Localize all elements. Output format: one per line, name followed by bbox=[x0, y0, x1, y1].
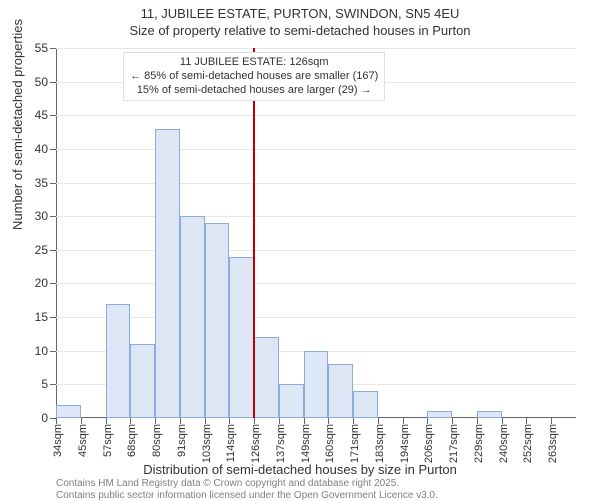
y-tick bbox=[50, 183, 56, 184]
gridline bbox=[56, 149, 576, 150]
x-tick-label: 194sqm bbox=[399, 424, 411, 463]
y-tick bbox=[50, 250, 56, 251]
gridline bbox=[56, 216, 576, 217]
histogram-bar bbox=[155, 129, 180, 418]
y-tick-label: 5 bbox=[41, 377, 48, 391]
y-tick-label: 0 bbox=[41, 411, 48, 425]
y-tick-label: 50 bbox=[35, 75, 48, 89]
annotation-line3: 15% of semi-detached houses are larger (… bbox=[137, 84, 372, 96]
y-tick-label: 45 bbox=[35, 108, 48, 122]
y-tick-label: 40 bbox=[35, 142, 48, 156]
title-line1: 11, JUBILEE ESTATE, PURTON, SWINDON, SN5… bbox=[141, 6, 460, 21]
annotation-line1: 11 JUBILEE ESTATE: 126sqm bbox=[180, 56, 329, 68]
histogram-bar bbox=[328, 364, 353, 418]
x-tick-label: 103sqm bbox=[201, 424, 213, 463]
y-tick-label: 20 bbox=[35, 276, 48, 290]
y-tick-label: 25 bbox=[35, 243, 48, 257]
y-tick bbox=[50, 82, 56, 83]
title-line2: Size of property relative to semi-detach… bbox=[129, 23, 470, 38]
annotation-line2: ← 85% of semi-detached houses are smalle… bbox=[130, 70, 378, 82]
x-tick-label: 45sqm bbox=[77, 424, 89, 457]
x-tick-label: 229sqm bbox=[473, 424, 485, 463]
y-axis-line bbox=[56, 48, 57, 418]
histogram-bar bbox=[205, 223, 230, 418]
x-tick-label: 91sqm bbox=[176, 424, 188, 457]
y-tick bbox=[50, 149, 56, 150]
histogram-bar bbox=[180, 216, 205, 418]
y-tick bbox=[50, 384, 56, 385]
x-tick-label: 149sqm bbox=[300, 424, 312, 463]
y-tick-label: 30 bbox=[35, 209, 48, 223]
y-tick-label: 55 bbox=[35, 41, 48, 55]
y-tick-label: 15 bbox=[35, 310, 48, 324]
x-tick-label: 183sqm bbox=[374, 424, 386, 463]
x-tick-label: 126sqm bbox=[250, 424, 262, 463]
x-tick-label: 240sqm bbox=[498, 424, 510, 463]
y-axis-title: Number of semi-detached properties bbox=[10, 19, 25, 230]
y-tick bbox=[50, 115, 56, 116]
x-tick-label: 217sqm bbox=[448, 424, 460, 463]
y-tick bbox=[50, 351, 56, 352]
reference-line bbox=[253, 48, 255, 418]
histogram-bar bbox=[304, 351, 329, 418]
gridline bbox=[56, 115, 576, 116]
histogram-bar bbox=[427, 411, 452, 418]
y-tick bbox=[50, 48, 56, 49]
footer-line1: Contains HM Land Registry data © Crown c… bbox=[56, 478, 399, 489]
x-tick-label: 114sqm bbox=[225, 424, 237, 462]
x-tick-label: 263sqm bbox=[547, 424, 559, 463]
histogram-bar bbox=[229, 257, 254, 418]
gridline bbox=[56, 48, 576, 49]
chart-title: 11, JUBILEE ESTATE, PURTON, SWINDON, SN5… bbox=[0, 0, 600, 40]
histogram-bar bbox=[279, 384, 304, 418]
histogram-bar bbox=[254, 337, 279, 418]
x-tick-label: 252sqm bbox=[522, 424, 534, 463]
x-tick-label: 160sqm bbox=[324, 424, 336, 463]
footer-attribution: Contains HM Land Registry data © Crown c… bbox=[56, 478, 438, 501]
x-tick-label: 137sqm bbox=[275, 424, 287, 463]
histogram-bar bbox=[477, 411, 502, 418]
x-tick-label: 171sqm bbox=[349, 424, 361, 463]
gridline bbox=[56, 250, 576, 251]
histogram-bar bbox=[106, 304, 131, 418]
annotation-box: 11 JUBILEE ESTATE: 126sqm ← 85% of semi-d… bbox=[123, 52, 385, 101]
histogram-bar bbox=[56, 405, 81, 418]
y-tick-label: 35 bbox=[35, 176, 48, 190]
gridline bbox=[56, 317, 576, 318]
x-tick-label: 34sqm bbox=[52, 424, 64, 457]
plot-area: 051015202530354045505534sqm45sqm57sqm68s… bbox=[56, 48, 576, 418]
x-tick-label: 68sqm bbox=[126, 424, 138, 457]
y-tick bbox=[50, 216, 56, 217]
x-tick-label: 206sqm bbox=[423, 424, 435, 463]
gridline bbox=[56, 283, 576, 284]
y-tick bbox=[50, 317, 56, 318]
y-tick bbox=[50, 283, 56, 284]
histogram-bar bbox=[130, 344, 155, 418]
x-axis-title: Distribution of semi-detached houses by … bbox=[0, 462, 600, 477]
x-tick-label: 57sqm bbox=[102, 424, 114, 457]
histogram-bar bbox=[353, 391, 378, 418]
footer-line2: Contains public sector information licen… bbox=[56, 490, 438, 501]
gridline bbox=[56, 183, 576, 184]
y-tick-label: 10 bbox=[35, 344, 48, 358]
x-tick-label: 80sqm bbox=[151, 424, 163, 457]
